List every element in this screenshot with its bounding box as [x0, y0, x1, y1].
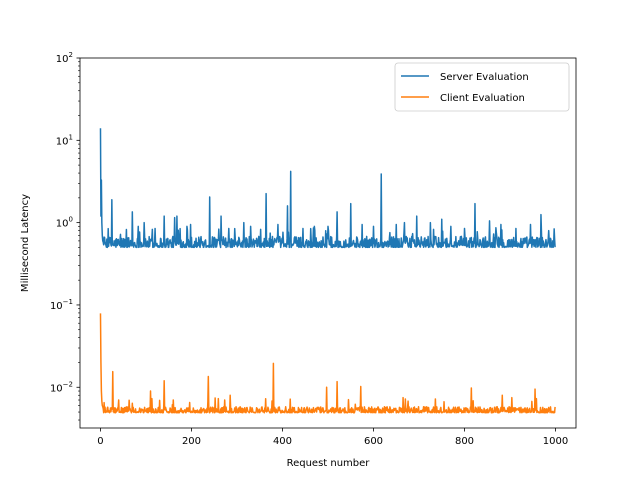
plot-frame	[79, 57, 577, 429]
x-tick-label: 0	[97, 436, 103, 447]
y-tick-label: 101	[56, 133, 73, 147]
x-axis: 0 200 400 600 800 1000	[97, 428, 568, 447]
x-tick-label: 600	[364, 436, 383, 447]
y-tick-label: 100	[56, 216, 73, 230]
x-axis-label: Request number	[287, 458, 371, 469]
y-tick-label: 10−2	[50, 380, 73, 394]
plot-lines	[99, 128, 556, 414]
legend-label-server: Server Evaluation	[440, 72, 529, 83]
legend: Server Evaluation Client Evaluation	[394, 62, 570, 112]
legend-label-client: Client Evaluation	[440, 93, 525, 104]
y-tick-label: 102	[56, 51, 73, 65]
legend-box	[394, 62, 570, 112]
y-axis: 10−2 10−1 100 101 102	[50, 51, 80, 421]
x-tick-label: 400	[273, 436, 292, 447]
series-line-client	[99, 313, 556, 414]
x-tick-label: 800	[455, 436, 474, 447]
series-line-server	[99, 128, 556, 249]
y-tick-label: 10−1	[50, 298, 73, 312]
y-axis-label: Millisecond Latency	[20, 194, 31, 292]
x-tick-label: 200	[182, 436, 201, 447]
x-tick-label: 1000	[543, 436, 568, 447]
